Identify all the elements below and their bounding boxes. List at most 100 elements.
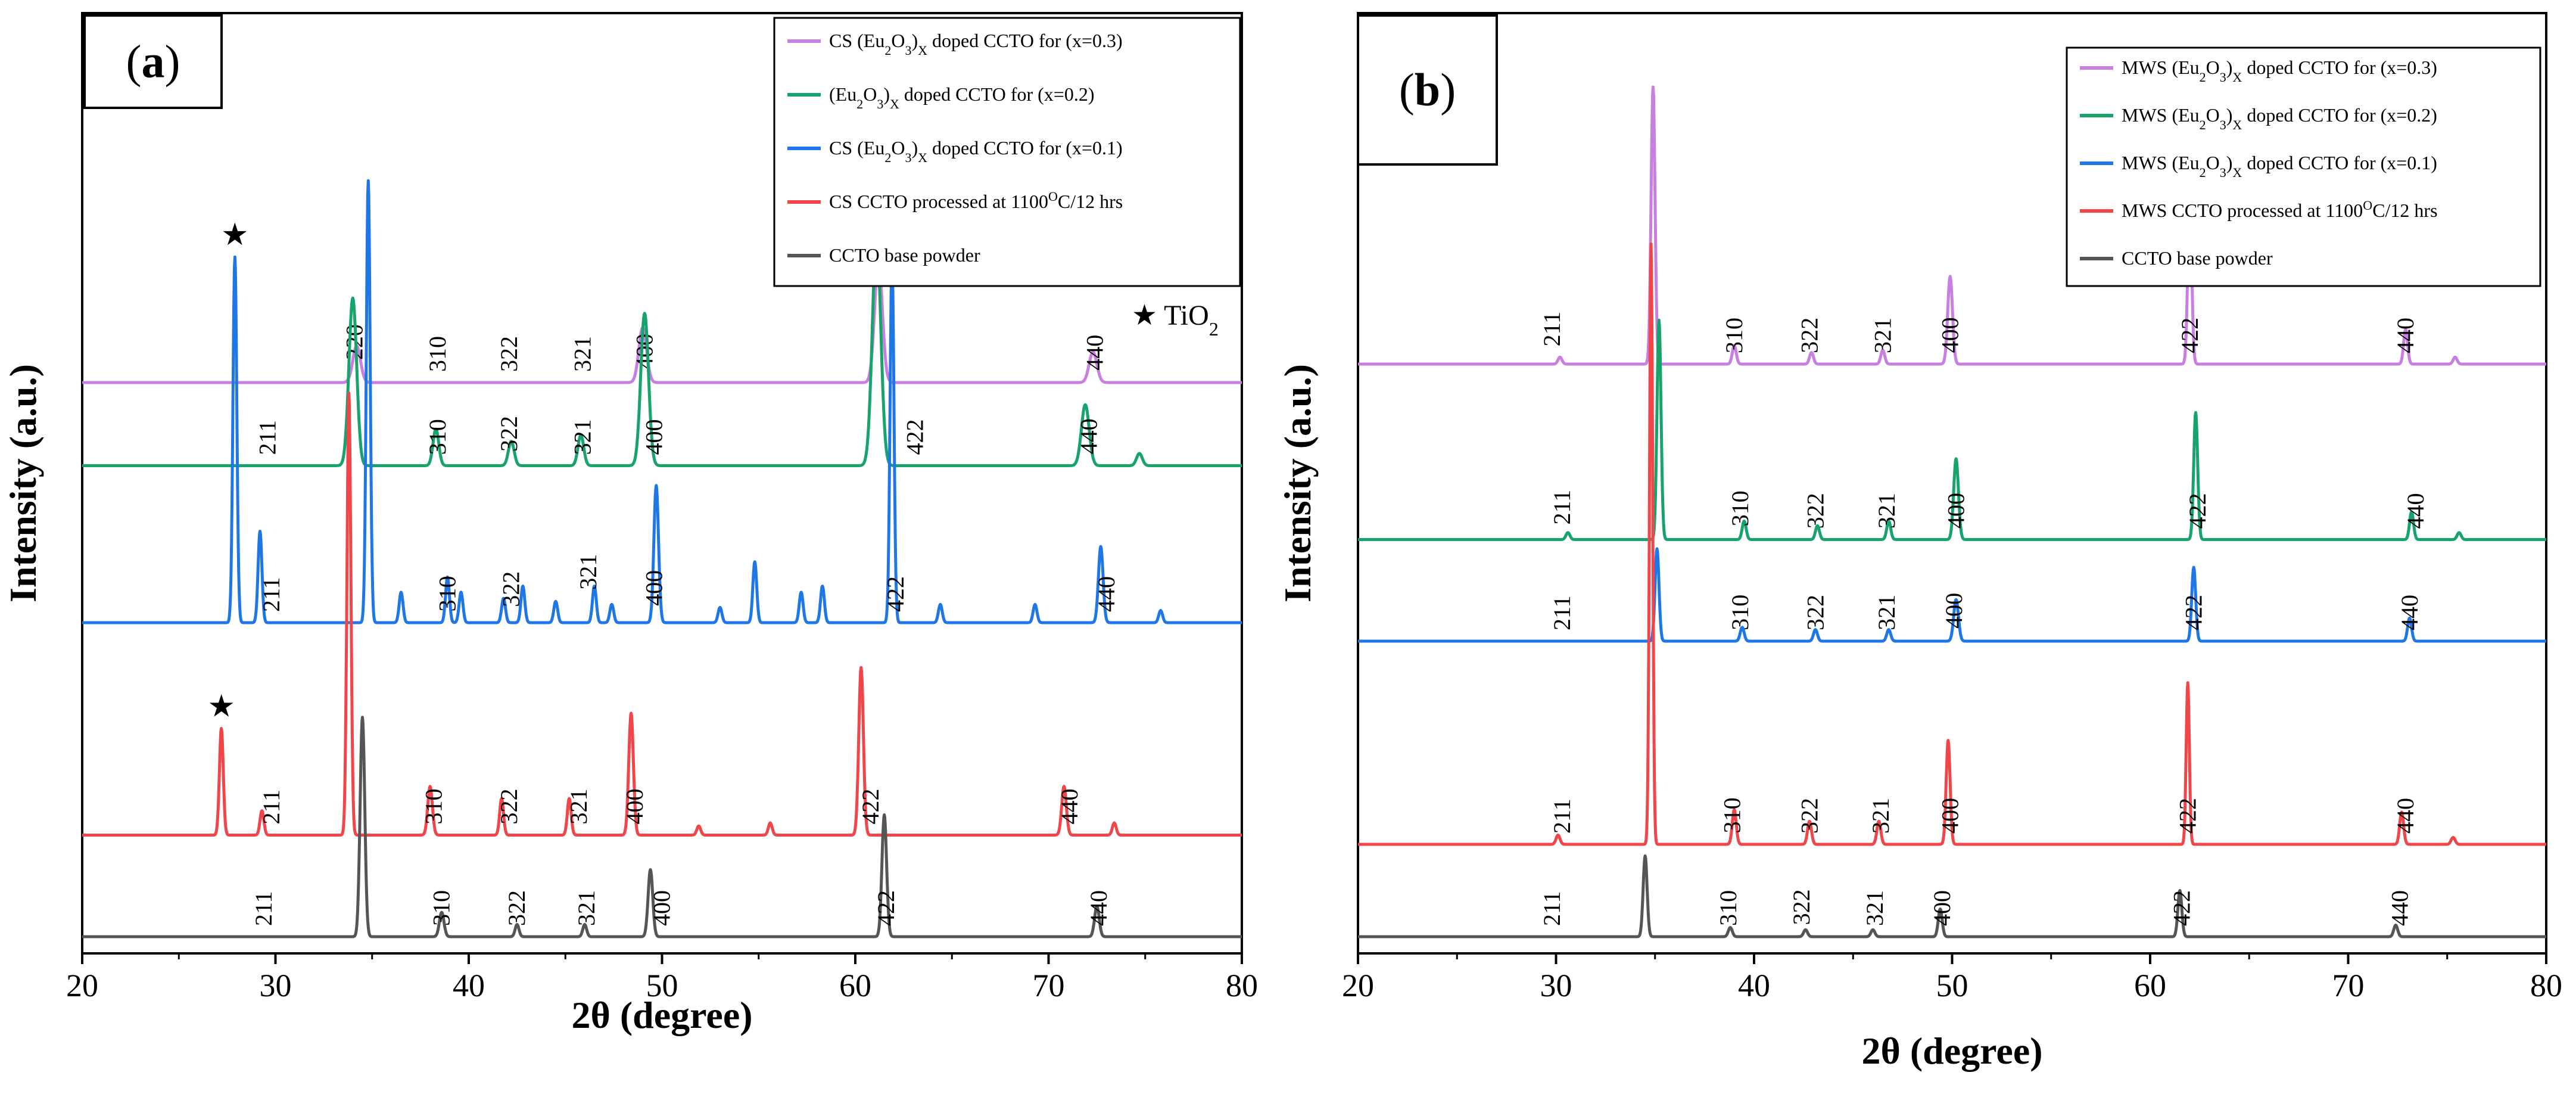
tio2-star-marker: ★: [207, 689, 235, 723]
peak-label: 322: [1788, 889, 1815, 925]
peak-label: 422: [2184, 493, 2211, 529]
peak-label: 422: [2180, 595, 2207, 630]
x-tick-label: 50: [1936, 968, 1968, 1003]
peak-label: 400: [1929, 890, 1955, 926]
peak-label: 440: [1093, 576, 1120, 612]
legend-entry: MWS (Eu2O3)X doped CCTO for (x=0.3): [2122, 57, 2437, 85]
legend-box: [2066, 46, 2541, 287]
legend-entry: CCTO base powder: [2122, 247, 2273, 269]
peak-label: 211: [1549, 595, 1575, 630]
peak-label: 321: [575, 554, 602, 590]
x-axis-label: 2θ (degree): [571, 994, 752, 1036]
y-axis-label: Intensity (a.u.): [1276, 364, 1319, 602]
peak-label: 422: [2176, 318, 2203, 353]
peak-label: 400: [621, 788, 648, 824]
x-tick-label: 20: [66, 968, 98, 1003]
peak-label: 211: [258, 577, 285, 612]
peak-label: 310: [424, 419, 451, 455]
peak-label: 211: [1549, 490, 1575, 525]
series-line-3: [1357, 547, 2547, 643]
peak-label: 322: [496, 416, 522, 452]
panel-a: 2203103223214004224402113103223214004224…: [2, 12, 1258, 1036]
peak-label: 321: [565, 789, 592, 825]
peak-label: 422: [2169, 890, 2195, 926]
series-line-2: [81, 235, 1243, 467]
peak-label: 310: [1719, 797, 1746, 833]
peak-label: 422: [902, 419, 929, 455]
peak-label: 321: [573, 890, 600, 926]
x-tick-label: 30: [1540, 968, 1572, 1003]
panel-label: (b): [1399, 64, 1456, 116]
peak-label: 322: [497, 571, 524, 607]
peak-label: 310: [1721, 318, 1748, 353]
peak-label: 321: [569, 336, 596, 372]
x-tick-label: 70: [1033, 968, 1065, 1003]
legend-entry: CS (Eu2O3)X doped CCTO for (x=0.1): [829, 137, 1123, 165]
peak-label: 440: [2386, 890, 2413, 926]
x-tick-label: 20: [1342, 968, 1374, 1003]
peak-label: 321: [569, 419, 596, 455]
peak-label: 440: [2402, 493, 2429, 529]
peak-label: 310: [420, 788, 447, 824]
peak-label: 310: [1727, 490, 1753, 526]
tio2-star-marker: ★: [221, 218, 249, 252]
peak-label: 440: [1085, 890, 1112, 926]
peak-label: 440: [2392, 798, 2419, 834]
peak-label: 440: [2396, 595, 2423, 630]
x-axis-label: 2θ (degree): [1861, 1030, 2042, 1072]
peak-label: 400: [641, 419, 668, 455]
panel-label-box: [1357, 14, 1498, 166]
legend-entry: CS CCTO processed at 1100OC/12 hrs: [829, 189, 1123, 213]
peak-label: 310: [434, 576, 460, 611]
peak-label: 322: [1796, 798, 1823, 834]
series-line-1: [81, 259, 1243, 384]
peak-label: 321: [1861, 890, 1888, 926]
series-line-3: [81, 179, 1243, 624]
peak-label: 322: [1802, 493, 1829, 529]
peak-label: 440: [1076, 418, 1102, 454]
peak-label: 400: [1942, 493, 1969, 529]
peak-label: 321: [1873, 493, 1900, 529]
peak-label: 422: [2174, 798, 2201, 834]
legend-entry: MWS (Eu2O3)X doped CCTO for (x=0.2): [2122, 104, 2437, 132]
x-tick-label: 30: [260, 968, 292, 1003]
peak-label: 310: [428, 890, 455, 926]
peak-label: 211: [254, 420, 281, 455]
panel-b: 211 310 322 321 400 422 440 211 310 322 321 400 422 4…: [1276, 12, 2562, 1072]
peak-label: 400: [1940, 593, 1967, 629]
peak-label: 211: [1549, 798, 1575, 834]
series-line-2: [1357, 318, 2547, 541]
peak-label: 400: [648, 890, 675, 926]
peak-label: 321: [1867, 798, 1894, 834]
legend-entry: MWS (Eu2O3)X doped CCTO for (x=0.1): [2122, 152, 2437, 180]
peak-label: 310: [424, 336, 451, 372]
tio2-annotation: ★ TiO2: [1132, 300, 1219, 340]
x-tick-label: 80: [2530, 968, 2562, 1003]
peak-label: 321: [1869, 318, 1896, 353]
series-line-5: [1357, 854, 2547, 938]
x-tick-label: 40: [453, 968, 485, 1003]
series-line-4: [1357, 243, 2547, 846]
peak-label: 322: [496, 336, 522, 372]
peak-label: 400: [631, 334, 658, 369]
peak-label: 422: [873, 890, 899, 926]
legend-entry: CCTO base powder: [829, 244, 980, 266]
panel-label: (a): [126, 36, 180, 88]
series-line-1: [1357, 85, 2547, 366]
peak-label: 211: [1538, 312, 1565, 347]
peak-label: 310: [1727, 595, 1753, 630]
x-tick-label: 60: [839, 968, 871, 1003]
peak-label: 440: [1081, 335, 1108, 371]
peak-label: 211: [258, 790, 285, 825]
peak-label: 211: [250, 891, 277, 926]
peak-label: 322: [1796, 318, 1823, 353]
legend-box: [773, 17, 1241, 287]
peak-label: 400: [1936, 317, 1963, 353]
peak-label: 422: [857, 789, 884, 825]
panel-label-box: [83, 14, 223, 109]
legend-entry: MWS CCTO processed at 1100OC/12 hrs: [2122, 198, 2438, 222]
peak-label: 310: [1715, 890, 1742, 926]
peak-label: 440: [1056, 789, 1083, 825]
legend-entry: (Eu2O3)X doped CCTO for (x=0.2): [829, 83, 1095, 111]
